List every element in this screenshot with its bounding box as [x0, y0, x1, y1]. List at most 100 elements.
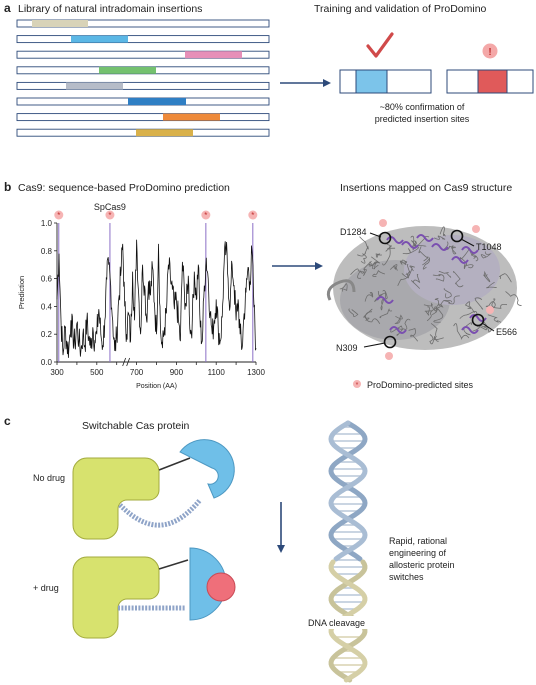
x-tick-label: 1300: [247, 368, 265, 377]
panel-a-label: a: [4, 1, 11, 15]
structure-strand: [350, 268, 367, 276]
structure-strand: [389, 264, 398, 271]
structure-strand: [433, 235, 446, 240]
arrow-right-icon: [272, 262, 323, 270]
site-marker: [383, 335, 397, 349]
library-bar: [16, 19, 270, 28]
helix-highlight: [451, 256, 469, 264]
structure-strand: [411, 274, 421, 289]
insertion-segment: [163, 113, 220, 121]
dna-helix: [328, 420, 368, 683]
helix-highlight: [461, 326, 479, 334]
library-bar: [16, 35, 270, 44]
y-tick-label: 0.4: [41, 302, 53, 311]
structure-strand: [371, 256, 381, 270]
right-text-1: Rapid, rational: [389, 536, 447, 546]
library-bar: [16, 50, 270, 59]
helix-highlight: [416, 234, 434, 242]
prediction-chart: 0.0 0.2 0.4 0.6 0.8 1.0 300 500 700 900 1100 1300 Po…: [17, 202, 265, 390]
structure-strand: [357, 252, 367, 264]
structure-strand: [408, 265, 415, 277]
structure-strand: [443, 288, 452, 299]
structure-strand: [379, 308, 393, 319]
structure-strand: [459, 311, 478, 319]
structure-strand: [505, 291, 522, 306]
panel-c-label: c: [4, 414, 11, 428]
structure-strand: [474, 297, 484, 310]
y-tick-label: 0.8: [41, 247, 53, 256]
no-drug-label: No drug: [33, 473, 65, 483]
structure-strand: [378, 290, 388, 300]
y-axis-label: Prediction: [17, 276, 26, 309]
structure-strand: [385, 243, 392, 252]
structure-strand: [408, 327, 419, 342]
structure-strand: [480, 251, 492, 259]
site-star-icon: [105, 210, 115, 220]
structure-strand: [365, 311, 381, 324]
helix-highlight: [431, 243, 449, 251]
site-star-icon: [54, 210, 64, 220]
predicted-site-star: [379, 219, 387, 227]
structure-strand: [436, 299, 453, 308]
structure-strand: [429, 334, 439, 345]
site-label-n309: N309: [336, 343, 358, 353]
dna-strand: [328, 420, 368, 562]
structure-strand: [394, 314, 403, 324]
structure-strand: [426, 307, 438, 322]
predicted-site-star: [472, 225, 480, 233]
helix-highlight: [389, 326, 407, 334]
site-star-glyph: *: [108, 211, 111, 220]
structure-strand: [375, 253, 383, 259]
panel-b-title: Cas9: sequence-based ProDomino predictio…: [18, 182, 230, 194]
site-star-icon: [201, 210, 211, 220]
x-axis-label: Position (AA): [136, 383, 177, 390]
structure-strand: [498, 273, 512, 283]
structure-strand: [382, 247, 396, 266]
y-tick-label: 0.6: [41, 275, 53, 284]
validated-insertion-bad: [446, 69, 534, 94]
structure-strand: [439, 226, 446, 237]
structure-strand: [453, 323, 470, 340]
structure-strand: [464, 301, 475, 313]
plus-drug-label: + drug: [33, 583, 59, 593]
structure-strand: [402, 246, 419, 255]
check-icon: [366, 32, 394, 58]
insertion-segment: [185, 51, 242, 59]
x-tick-label: 300: [50, 368, 64, 377]
site-marker: [450, 229, 464, 243]
svg-text:!: !: [488, 47, 491, 58]
right-text-3: allosteric protein: [389, 560, 455, 570]
x-tick-label: 900: [170, 368, 184, 377]
right-text-2: engineering of: [389, 548, 447, 558]
site-star-glyph: *: [204, 211, 207, 220]
dna-strand: [328, 420, 368, 562]
insertion-segment: [99, 66, 156, 74]
site-marker: [378, 231, 392, 245]
x-tick-label: 700: [130, 368, 144, 377]
insertion-library: [16, 19, 270, 137]
y-tick-label: 0.2: [41, 330, 53, 339]
site-label-d1284: D1284: [340, 227, 367, 237]
structure-strand: [434, 297, 441, 308]
training-title: Training and validation of ProDomino: [314, 3, 487, 15]
structure-strand: [486, 281, 497, 289]
axis-break: [122, 357, 131, 367]
x-tick-label: 1100: [208, 368, 226, 377]
switch-on-state: [72, 547, 236, 639]
site-label-e566: E566: [496, 327, 517, 337]
warning-icon: !: [482, 43, 498, 59]
structure-strand: [438, 270, 452, 278]
dna-cleavage-label: DNA cleavage: [308, 618, 365, 628]
structure-strand: [418, 246, 429, 262]
predicted-site-star: [385, 352, 393, 360]
structure-strand: [390, 325, 403, 333]
structure-strand: [422, 256, 431, 270]
confirmation-text-1: ~80% confirmation of: [380, 102, 465, 112]
structure-strand: [348, 308, 359, 317]
structure-strand: [463, 322, 472, 336]
site-label-t1048: T1048: [476, 242, 502, 252]
protein-label: SpCas9: [94, 202, 126, 212]
panel-c-title: Switchable Cas protein: [82, 420, 190, 432]
helix-highlight: [461, 246, 479, 254]
insertion-segment: [136, 129, 193, 137]
